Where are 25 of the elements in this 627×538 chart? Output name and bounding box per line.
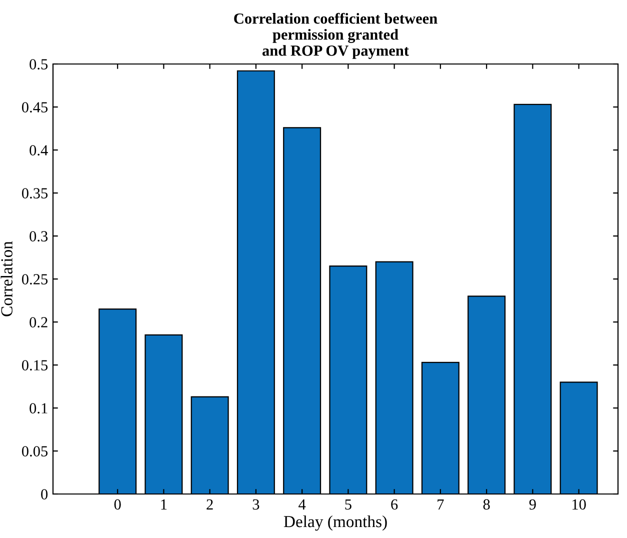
y-tick-label: 0.45 [22, 102, 48, 113]
x-tick-label: 10 [572, 499, 586, 510]
x-tick-label: 7 [438, 499, 444, 510]
x-tick-label: 6 [391, 499, 398, 510]
y-tick-label: 0.05 [22, 446, 48, 457]
y-tick-label: 0.25 [22, 274, 48, 285]
x-tick-label: 4 [298, 499, 306, 510]
chart-title: Correlation coefficient between permission granted and ROP OV payment [234, 12, 438, 59]
y-tick-label: 0.15 [22, 360, 48, 371]
y-tick-label: 0.3 [30, 231, 48, 242]
x-tick-label: 9 [529, 499, 536, 510]
y-tick-label: 0 [41, 489, 48, 500]
y-tick-label: 0.35 [22, 188, 48, 199]
x-tick-label: 8 [483, 499, 490, 510]
x-tick-label: 0 [114, 499, 121, 510]
x-axis-title: Delay (months) [284, 515, 387, 531]
y-tick-label: 0.5 [30, 59, 48, 70]
y-tick-label: 0.2 [30, 317, 48, 328]
x-tick-label: 5 [345, 499, 352, 510]
x-tick-label: 2 [206, 499, 213, 510]
x-tick-label: 1 [161, 499, 167, 510]
y-axis-title: Correlation [0, 241, 12, 316]
x-tick-label: 3 [252, 499, 260, 510]
y-tick-label: 0.1 [30, 403, 48, 414]
y-tick-label: 0.4 [30, 145, 48, 156]
